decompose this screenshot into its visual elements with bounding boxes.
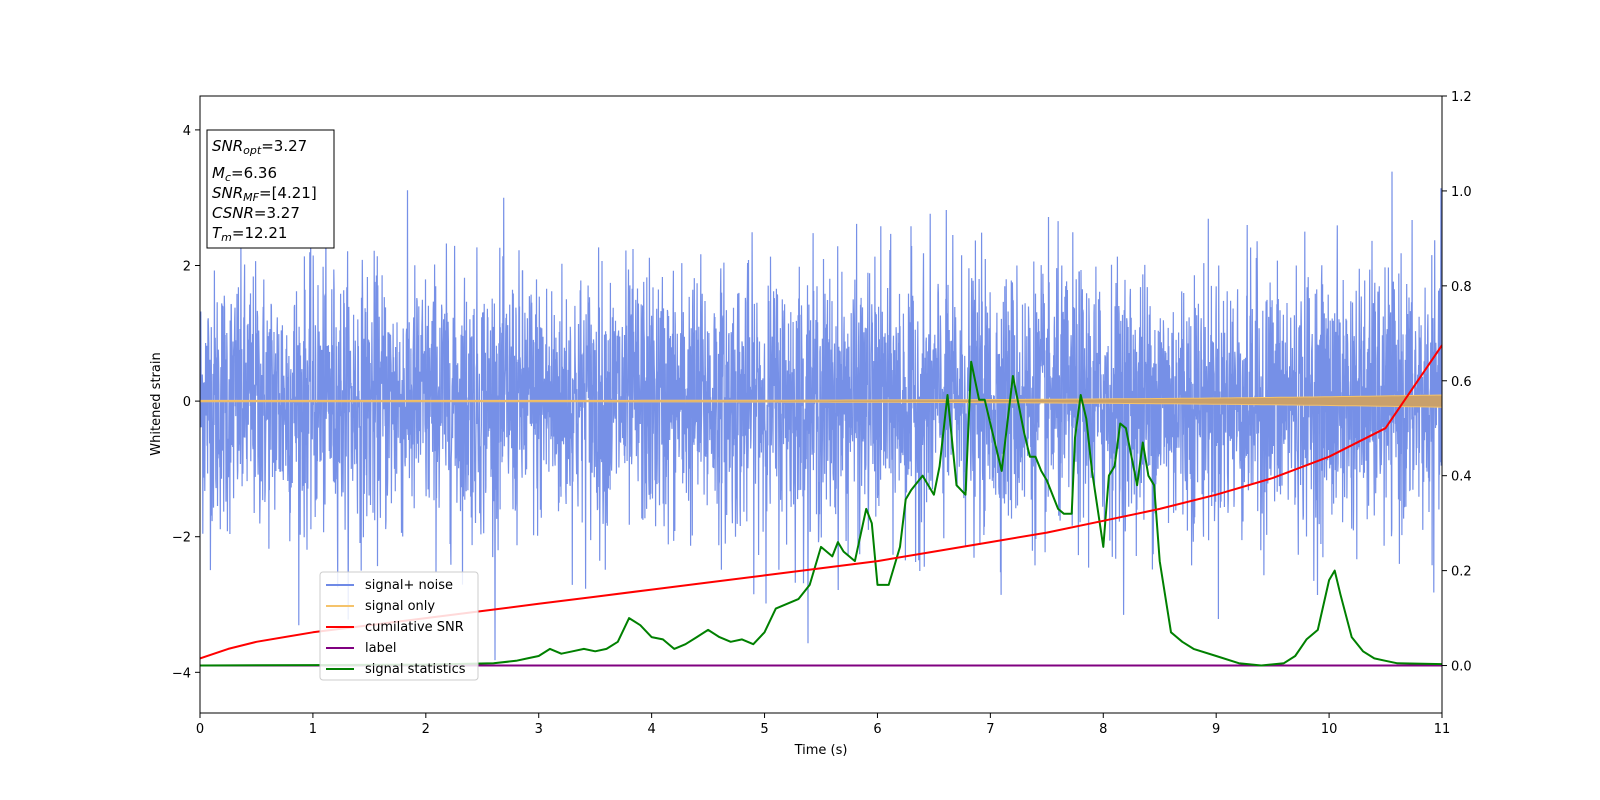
x-tick-label: 6	[873, 722, 881, 737]
info-box: SNRopt=3.27 Mc=6.36 SNRMF=[4.21] CSNR=3.…	[206, 129, 335, 249]
x-axis-label: Time (s)	[794, 743, 848, 758]
tm-value: =12.21	[232, 224, 288, 242]
x-tick-label: 1	[309, 722, 317, 737]
y2-tick-label: 0.2	[1451, 565, 1472, 580]
svg-text:SNRMF=[4.21]: SNRMF=[4.21]	[212, 184, 317, 204]
series-signal-statistics	[200, 360, 1442, 667]
y2-tick-label: 1.0	[1451, 185, 1472, 200]
y-axis-right: 0.0 0.2 0.4 0.6 0.8 1.0 1.2	[1442, 90, 1472, 675]
y-tick-label: 2	[183, 260, 191, 275]
plot-frame	[199, 95, 1443, 714]
x-axis: 0 1 2 3 4 5 6 7 8 9 10 11	[196, 713, 1450, 737]
x-tick-label: 2	[422, 722, 430, 737]
svg-text:CSNR=3.27: CSNR=3.27	[212, 204, 300, 222]
x-tick-label: 4	[647, 722, 655, 737]
legend-label-signal-only: signal only	[365, 599, 435, 614]
svg-text:Tm=12.21: Tm=12.21	[212, 224, 287, 244]
x-tick-label: 11	[1434, 722, 1451, 737]
series-signal-only	[200, 394, 1442, 408]
legend: signal+ noise signal only cumilative SNR…	[319, 571, 479, 681]
legend-label-signal-statistics: signal statistics	[365, 662, 466, 677]
legend-label-label: label	[365, 641, 396, 656]
y-tick-label: −2	[172, 531, 191, 546]
x-tick-label: 8	[1099, 722, 1107, 737]
x-tick-label: 5	[760, 722, 768, 737]
svg-text:Mc=6.36: Mc=6.36	[212, 164, 277, 184]
legend-label-signal-noise: signal+ noise	[365, 578, 453, 593]
x-tick-label: 10	[1321, 722, 1338, 737]
legend-label-cumulative-snr: cumilative SNR	[365, 620, 464, 635]
svg-text:SNRopt=3.27: SNRopt=3.27	[212, 137, 307, 157]
y2-tick-label: 0.0	[1451, 660, 1472, 675]
x-tick-label: 7	[986, 722, 994, 737]
csnr-value: =3.27	[254, 204, 300, 222]
y-tick-label: −4	[172, 666, 191, 681]
y-tick-label: 4	[183, 124, 191, 139]
y2-tick-label: 0.4	[1451, 470, 1472, 485]
y-axis-label: Whitened strain	[149, 352, 164, 455]
mc-value: =6.36	[231, 164, 277, 182]
info-box-frame	[206, 129, 335, 249]
snr-mf-value: =[4.21]	[259, 184, 317, 202]
y2-tick-label: 0.8	[1451, 280, 1472, 295]
y2-tick-label: 1.2	[1451, 90, 1472, 105]
x-tick-label: 9	[1212, 722, 1220, 737]
y-axis-left: −4 −2 0 2 4	[172, 124, 200, 681]
y2-tick-label: 0.6	[1451, 375, 1472, 390]
snr-opt-value: =3.27	[261, 137, 307, 155]
x-tick-label: 0	[196, 722, 204, 737]
y-tick-label: 0	[183, 395, 191, 410]
legend-frame	[319, 571, 479, 681]
x-tick-label: 3	[535, 722, 543, 737]
